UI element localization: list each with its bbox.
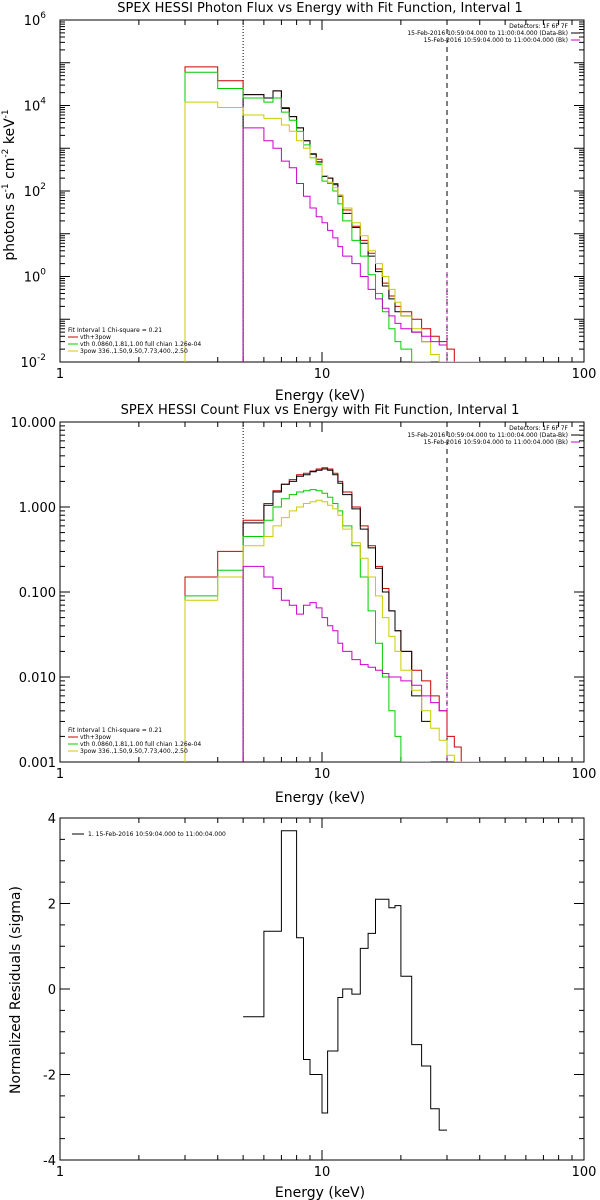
series-line-red (184, 467, 480, 762)
x-tick-label: 100 (572, 767, 597, 782)
photon-flux-xlabel: Energy (keV) (275, 388, 365, 404)
y-tick-label: 10.000 (11, 416, 57, 431)
y-tick-base: 10 (24, 271, 41, 286)
count-flux-panel: SPEX HESSI Count Flux vs Energy with Fit… (11, 403, 597, 806)
series-line-black (243, 830, 447, 1131)
legend-bottom-entry: 3pow 336.,1.50,9.50,7.73,400.,2.50 (80, 348, 188, 355)
x-tick-label: 1 (56, 1165, 64, 1180)
x-tick-label: 100 (572, 1165, 597, 1180)
y-tick-label: 0 (48, 983, 56, 998)
legend-top-entry: Detectors: 1F 6F 7F (509, 23, 568, 30)
count-flux-title: SPEX HESSI Count Flux vs Energy with Fit… (121, 403, 520, 418)
y-tick-label: 0.010 (19, 671, 56, 686)
series-line-green (184, 489, 431, 762)
y-tick-label: 2 (48, 898, 56, 913)
y-tick-exponent: 2 (40, 182, 46, 192)
residuals-ylabel: Normalized Residuals (sigma) (8, 886, 24, 1094)
x-tick-label: 10 (314, 767, 331, 782)
ylabel-part: photons s (2, 192, 18, 260)
series-line-green (184, 71, 431, 362)
series-line-black (242, 90, 431, 362)
y-tick-label: 0.001 (19, 756, 56, 771)
count-flux-xlabel: Energy (keV) (275, 790, 365, 806)
series-line-black (242, 468, 431, 762)
series-line-red (184, 66, 480, 362)
legend-top-entry: 15-Feb-2016 10:59:04.000 to 11:00:04.000… (407, 30, 568, 37)
y-tick-label: -2 (43, 1069, 56, 1084)
y-tick-label: 106 (24, 11, 47, 29)
y-tick-base: 10 (24, 100, 41, 115)
y-tick-label: -4 (43, 1154, 56, 1169)
legend-top-entry: 15-Feb-2016 10:59:04.000 to 11:00:04.000… (424, 37, 568, 44)
series-line-yellow (184, 499, 480, 762)
series-line-magenta (242, 565, 447, 762)
plot-frame (59, 421, 585, 763)
x-tick-label: 100 (572, 367, 597, 382)
y-tick-base: 10 (24, 14, 41, 29)
x-tick-label: 1 (56, 767, 64, 782)
residuals-panel: Energy (keV) Normalized Residuals (sigma… (8, 812, 596, 1200)
legend-top-entry: 15-Feb-2016 10:59:04.000 to 11:00:04.000… (407, 432, 568, 439)
y-tick-exponent: 6 (40, 11, 46, 21)
legend-bottom-entry: vth+3pow (80, 334, 111, 341)
y-tick-label: 4 (48, 812, 56, 827)
legend-bottom-entry: Fit Interval 1 Chi-square = 0.21 (68, 727, 162, 734)
x-tick-label: 10 (314, 367, 331, 382)
y-tick-label: 104 (24, 97, 47, 115)
y-tick-label: 10-2 (20, 353, 46, 371)
legend-bottom-entry: 3pow 336.,1.50,9.50,7.73,400.,2.50 (80, 748, 188, 755)
ylabel-part: keV (2, 118, 18, 149)
y-tick-label: 1.000 (19, 501, 56, 516)
legend-bottom-entry: Fit Interval 1 Chi-square = 0.21 (68, 327, 162, 334)
legend-residual-entry: 1. 15-Feb-2016 10:59:04.000 to 11:00:04.… (88, 831, 226, 838)
photon-flux-title: SPEX HESSI Photon Flux vs Energy with Fi… (117, 1, 523, 16)
plot-frame (59, 19, 585, 363)
legend-bottom-entry: vth+3pow (80, 734, 111, 741)
y-tick-exponent: 4 (40, 97, 46, 107)
y-tick-label: 100 (24, 268, 47, 286)
ylabel-part: cm (2, 158, 18, 184)
y-tick-base: 10 (24, 185, 41, 200)
legend-top-entry: Detectors: 1F 6F 7F (509, 425, 568, 432)
x-tick-label: 10 (314, 1165, 331, 1180)
photon-flux-ylabel: photons s-1 cm-2 keV-1 (1, 109, 18, 260)
photon-flux-panel: SPEX HESSI Photon Flux vs Energy with Fi… (1, 1, 596, 404)
y-tick-label: 0.100 (19, 586, 56, 601)
residuals-xlabel: Energy (keV) (275, 1185, 365, 1200)
series-line-magenta (242, 127, 447, 362)
legend-top-entry: 15-Feb-2016 10:59:04.000 to 11:00:04.000… (424, 439, 568, 446)
y-tick-exponent: -2 (37, 353, 46, 363)
legend-bottom-entry: vth 0.0860,1.81,1.00 full chian 1.26e-04 (80, 741, 201, 748)
ylabel-exp: -1 (1, 109, 11, 118)
series-line-yellow (184, 101, 480, 362)
y-tick-label: 102 (24, 182, 46, 200)
y-tick-exponent: 0 (40, 268, 46, 278)
legend-bottom-entry: vth 0.0860,1.81,1.00 full chian 1.26e-04 (80, 341, 201, 348)
ylabel-exp: -1 (1, 183, 11, 192)
ylabel-exp: -2 (1, 149, 11, 158)
x-tick-label: 1 (56, 367, 64, 382)
y-tick-base: 10 (20, 356, 37, 371)
